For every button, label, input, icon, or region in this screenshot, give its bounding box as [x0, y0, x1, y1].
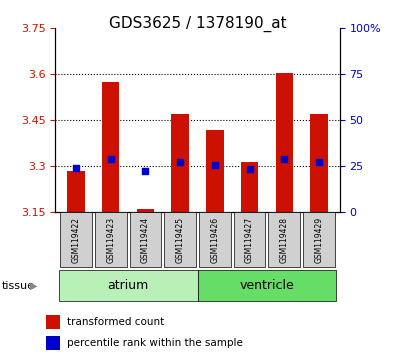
Point: [142, 168, 149, 174]
Text: GSM119426: GSM119426: [211, 217, 219, 263]
Bar: [164, 212, 196, 267]
Text: ▶: ▶: [30, 281, 38, 291]
Point: [212, 162, 218, 168]
Bar: [47, 315, 60, 330]
Text: atrium: atrium: [107, 279, 149, 292]
Bar: [276, 73, 293, 212]
Text: GSM119428: GSM119428: [280, 217, 289, 263]
Text: GSM119423: GSM119423: [106, 217, 115, 263]
Bar: [268, 212, 300, 267]
Bar: [95, 212, 127, 267]
Bar: [60, 212, 92, 267]
Point: [316, 159, 322, 165]
Text: transformed count: transformed count: [67, 318, 165, 327]
Point: [73, 165, 79, 171]
Bar: [198, 270, 336, 301]
Text: tissue: tissue: [2, 281, 35, 291]
Bar: [171, 114, 189, 212]
Point: [107, 156, 114, 161]
Point: [281, 156, 288, 161]
Bar: [241, 162, 258, 212]
Bar: [137, 209, 154, 212]
Text: percentile rank within the sample: percentile rank within the sample: [67, 338, 243, 348]
Bar: [310, 114, 327, 212]
Bar: [47, 336, 60, 350]
Bar: [102, 82, 119, 212]
Bar: [303, 212, 335, 267]
Bar: [68, 171, 85, 212]
Point: [246, 167, 253, 172]
Text: GSM119429: GSM119429: [314, 217, 324, 263]
Text: GSM119425: GSM119425: [176, 217, 184, 263]
Bar: [206, 130, 224, 212]
Bar: [59, 270, 197, 301]
Text: GSM119427: GSM119427: [245, 217, 254, 263]
Bar: [130, 212, 162, 267]
Text: GDS3625 / 1378190_at: GDS3625 / 1378190_at: [109, 16, 286, 32]
Text: GSM119422: GSM119422: [71, 217, 81, 263]
Text: GSM119424: GSM119424: [141, 217, 150, 263]
Bar: [199, 212, 231, 267]
Text: ventricle: ventricle: [239, 279, 294, 292]
Bar: [233, 212, 265, 267]
Point: [177, 159, 183, 165]
